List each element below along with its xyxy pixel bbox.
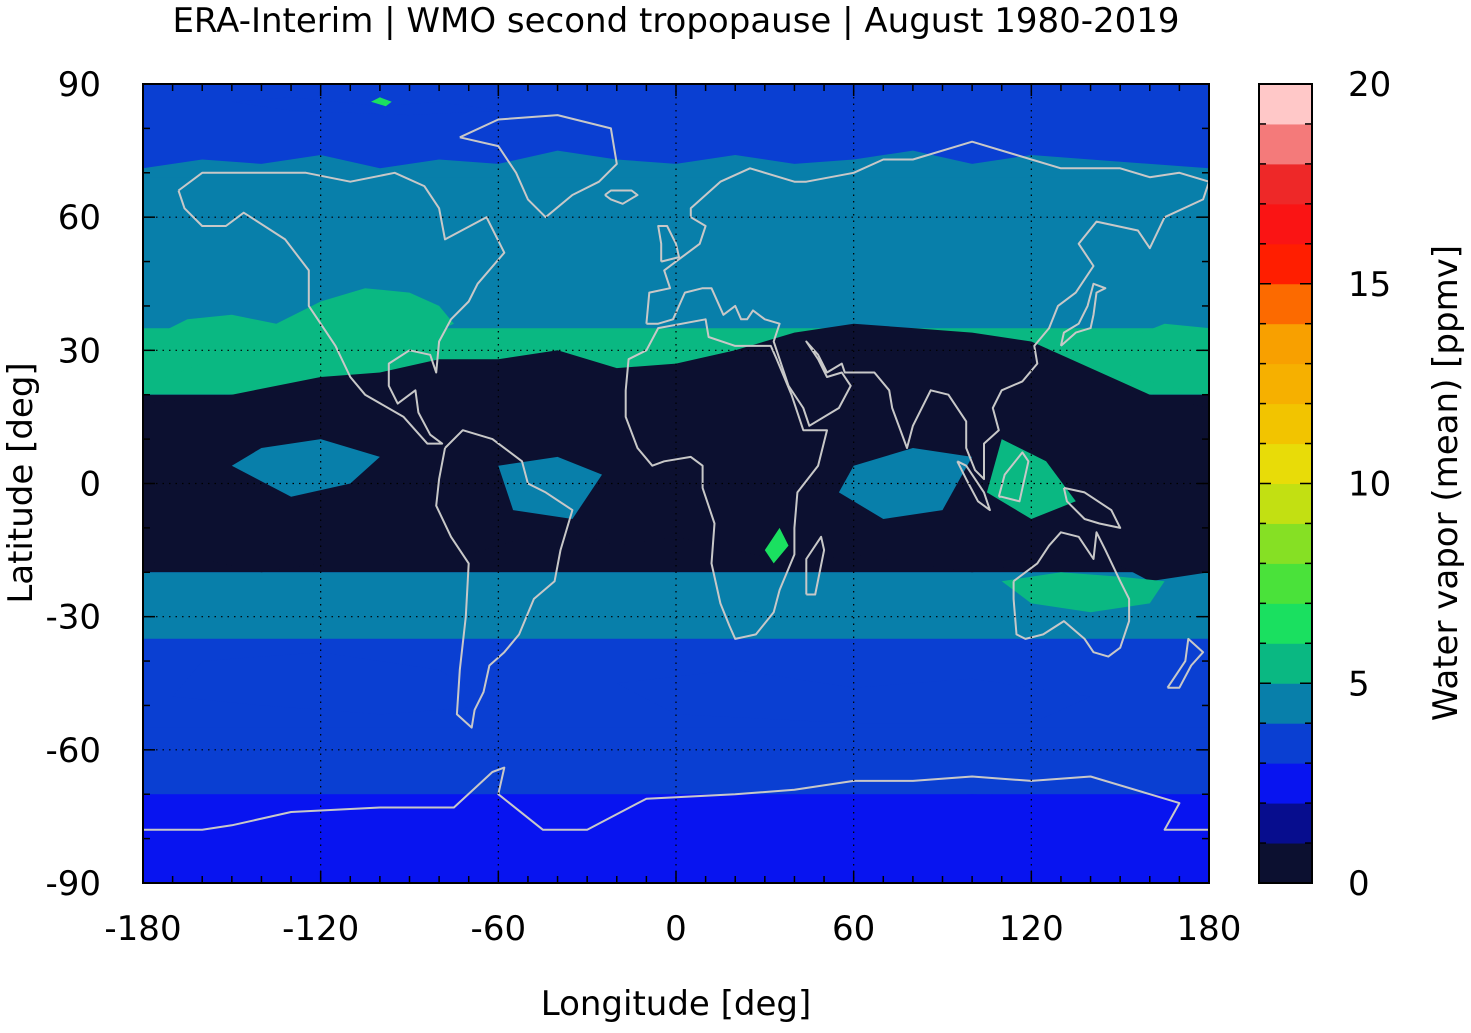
colorbar-swatch-9: [1259, 483, 1312, 524]
colorbar-tick-label: 5: [1348, 664, 1370, 704]
north-america-coast: [177, 171, 506, 445]
x-tick-label: -180: [104, 909, 181, 949]
x-tick-label: -60: [471, 909, 527, 949]
colorbar-swatch-19: [1259, 84, 1312, 125]
indian-ocean-intrusion: [838, 448, 973, 519]
y-axis-label: Latitude [deg]: [1, 362, 41, 603]
x-axis-label: Longitude [deg]: [541, 984, 812, 1024]
colorbar-swatch-1: [1259, 803, 1312, 844]
aus-moist-arc: [1001, 572, 1165, 613]
greenland-coast: [459, 114, 618, 219]
colorbar-swatch-3: [1259, 723, 1312, 764]
south-america-coast: [435, 429, 574, 729]
colorbar-swatch-2: [1259, 763, 1312, 804]
colorbar-swatch-12: [1259, 363, 1312, 405]
colorbar-tick-label: 15: [1348, 265, 1391, 305]
x-tick-label: 180: [1177, 909, 1242, 949]
uk-coast: [657, 225, 680, 263]
south-pac-blue: [172, 652, 499, 715]
antarctica-coast: [143, 766, 1209, 831]
arctic-moist-spot: [371, 97, 392, 107]
colorbar-swatch-14: [1259, 283, 1312, 325]
arctic-edge: [143, 150, 1209, 178]
colorbar-swatch-16: [1259, 203, 1312, 245]
minor-ticks: [142, 83, 1210, 884]
colorbar: 0 5 10 15 20: [1258, 65, 1391, 904]
x-tick-label: 60: [832, 909, 875, 949]
y-tick-label: -60: [45, 731, 101, 771]
colorbar-tick-label: 20: [1348, 65, 1391, 105]
wpac-moist-belt: [1060, 323, 1209, 395]
x-axis: -180 -120 -60 0 60 120 180: [104, 909, 1241, 949]
y-tick-label: -90: [45, 864, 101, 904]
southern-africa-moist: [764, 527, 789, 564]
y-tick-label: 0: [79, 465, 101, 505]
japan-coast: [1059, 282, 1107, 347]
y-tick-label: -30: [45, 598, 101, 638]
colorbar-swatch-6: [1259, 603, 1312, 644]
x-tick-label: 0: [665, 909, 687, 949]
epac-intrusion: [231, 439, 380, 497]
x-tick-label: 120: [999, 909, 1064, 949]
x-tick-label: -120: [282, 909, 359, 949]
colorbar-tick-label: 10: [1348, 465, 1391, 505]
new-guinea-coast: [1062, 486, 1122, 529]
africa-coast: [624, 318, 828, 640]
water-vapor-structures: [143, 97, 1209, 812]
y-tick-label: 30: [58, 331, 101, 371]
npac-moist-belt: [143, 288, 454, 386]
arctic-pool: [231, 97, 499, 116]
colorbar-swatch-4: [1259, 683, 1312, 724]
colorbar-swatch-8: [1259, 523, 1312, 564]
colorbar-swatch-15: [1259, 243, 1312, 285]
grid-lines: [143, 84, 1209, 883]
y-axis: -90 -60 -30 0 30 60 90: [45, 65, 101, 904]
colorbar-swatch-17: [1259, 163, 1312, 205]
iceland-coast: [604, 189, 639, 205]
madagascar-coast: [805, 535, 826, 596]
colorbar-label: Water vapor (mean) [ppmv]: [1426, 245, 1466, 721]
chart-title: ERA-Interim | WMO second tropopause | Au…: [172, 1, 1179, 41]
colorbar-swatch-7: [1259, 563, 1312, 604]
colorbar-swatch-0: [1259, 843, 1312, 884]
coastlines: [143, 114, 1209, 831]
plot-area: [142, 83, 1210, 884]
tropical-dry-band: [143, 323, 1209, 582]
colorbar-tick-label: 0: [1348, 864, 1370, 904]
colorbar-swatch-18: [1259, 123, 1312, 165]
sumatra-coast: [956, 460, 991, 512]
y-tick-label: 60: [58, 198, 101, 238]
new-zealand-coast: [1166, 637, 1205, 689]
colorbar-swatch-13: [1259, 323, 1312, 365]
y-tick-label: 90: [58, 65, 101, 105]
southern-ocean-blue: [616, 669, 1091, 724]
colorbar-swatch-11: [1259, 403, 1312, 445]
colorbar-swatch-10: [1259, 443, 1312, 484]
borneo-coast: [997, 451, 1030, 503]
eurasia-coast: [645, 140, 1209, 481]
colorbar-swatch-5: [1259, 643, 1312, 684]
